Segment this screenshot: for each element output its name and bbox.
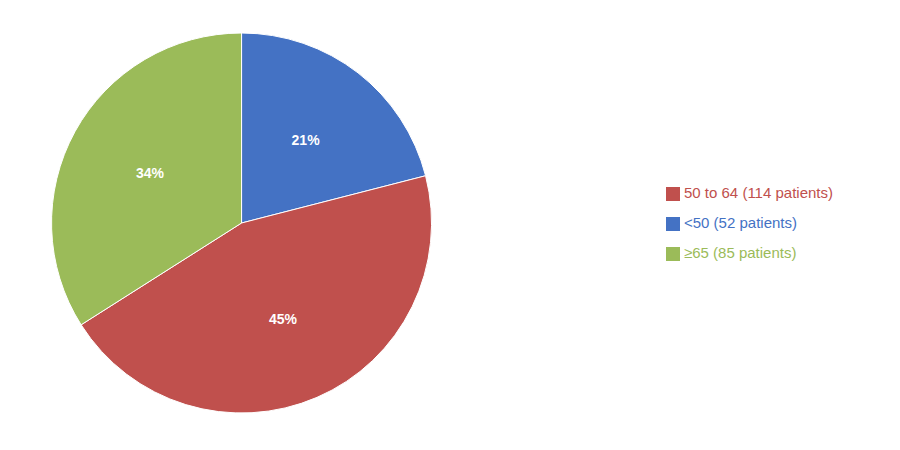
svg-text:45%: 45% bbox=[269, 311, 298, 327]
html-text:<50 (52 patients): <50 (52 patients) bbox=[684, 214, 797, 231]
html-text:50 to 64 (114 patients): 50 to 64 (114 patients) bbox=[684, 184, 833, 201]
html-text:≥65 (85 patients): ≥65 (85 patients) bbox=[684, 244, 797, 261]
svg-text:34%: 34% bbox=[136, 165, 165, 181]
svg-text:21%: 21% bbox=[292, 132, 321, 148]
